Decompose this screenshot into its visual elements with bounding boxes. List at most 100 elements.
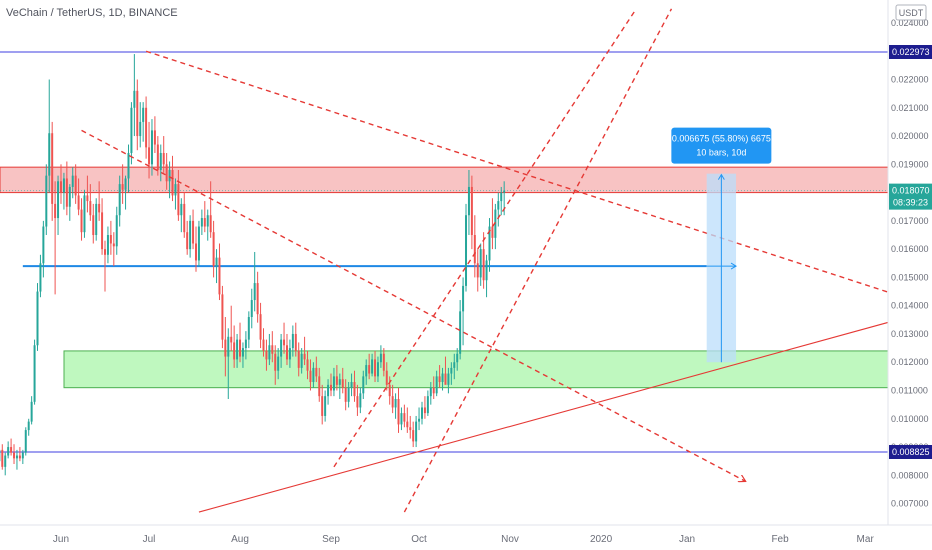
green-support-zone[interactable] [63,350,889,389]
candle [112,232,115,267]
currency-badge[interactable]: USDT [895,4,927,21]
candle [488,218,491,272]
candle [250,288,253,329]
x-tick-label: Sep [322,534,340,545]
channel-left-line[interactable] [333,8,637,468]
candle [444,356,447,385]
candle [338,373,341,399]
candle [394,393,397,419]
candle [470,175,473,250]
candle [453,353,456,380]
candle [189,215,192,258]
x-tick-label: Oct [411,534,427,545]
candle [153,116,156,154]
candle [92,203,95,244]
candle [315,356,318,383]
candle [379,345,382,368]
x-tick-label: Jun [53,534,69,545]
candle [356,384,359,416]
y-tick-label: 0.021000 [891,103,929,113]
candle [33,339,36,405]
candle [68,184,71,221]
candle [274,345,277,385]
candle [104,240,107,292]
candle [347,382,350,408]
candle [327,379,330,405]
candle [209,181,212,238]
candle [418,407,421,431]
x-tick-label: Nov [501,534,519,545]
x-tick-label: Jan [679,534,695,545]
bar-countdown: 08:39:23 [893,198,928,208]
candle [142,102,145,142]
candle [262,328,265,357]
candle [121,164,124,204]
candle [212,220,215,278]
candle [24,427,27,456]
candle [118,175,121,227]
candle [291,325,294,357]
candle [197,220,200,267]
candle [162,136,165,173]
candle [497,192,500,227]
candle [353,370,356,402]
candle [71,167,74,199]
long-support-line[interactable] [198,309,932,513]
candle [95,198,98,241]
zones-layer [0,166,889,389]
svg-text:0.022973: 0.022973 [892,47,930,57]
candle [48,79,51,193]
candle [409,415,412,439]
measure-layer[interactable]: 0.006675 (55.80%) 6675 10 bars, 10d [671,127,772,363]
x-tick-label: Jul [143,534,156,545]
last-price-value: 0.018070 [892,186,930,196]
candle [265,339,268,371]
price-axis[interactable]: 0.0070000.0080000.0090000.0100000.011000… [887,0,932,525]
candle [303,336,306,366]
time-axis[interactable]: Jun Jul Aug Sep Oct Nov 2020 Jan Feb Mar [0,524,932,545]
candle [382,348,385,377]
candle [54,181,57,295]
candle [485,254,488,298]
currency-badge-label: USDT [899,8,924,18]
candle [109,220,112,255]
candle [133,54,136,137]
candle [244,331,247,360]
candle [438,365,441,388]
price-tag: 0.022973 [889,45,932,59]
y-tick-label: 0.007000 [891,499,929,509]
candle [371,353,374,377]
candle [256,271,259,323]
candle [10,438,13,456]
red-resistance-zone[interactable] [0,166,889,194]
candle [115,206,118,255]
y-tick-label: 0.015000 [891,272,929,282]
candle [253,251,256,312]
svg-text:0.008825: 0.008825 [892,447,930,457]
candle [21,449,24,465]
x-tick-label: Aug [231,534,249,545]
y-tick-label: 0.019000 [891,159,929,169]
candle [127,144,130,193]
measure-arrowhead-right [730,262,738,270]
candle [13,444,16,465]
price-tag: 0.008825 [889,445,932,459]
measure-arrowhead-up [717,173,725,180]
candle [415,415,418,448]
upper-descending-trendline[interactable] [145,50,932,308]
measure-label-line2: 10 bars, 10d [696,148,746,158]
candle [456,348,459,371]
channel-right-line[interactable] [403,8,673,513]
y-tick-label: 0.016000 [891,244,929,254]
candle [447,367,450,394]
candle [124,175,127,210]
y-tick-label: 0.008000 [891,470,929,480]
candle [391,384,394,414]
y-tick-label: 0.011000 [891,386,928,396]
candle [145,96,148,159]
candle [18,447,21,462]
lower-descending-trendline[interactable] [81,129,745,481]
candle [27,418,30,436]
candle [74,164,77,204]
